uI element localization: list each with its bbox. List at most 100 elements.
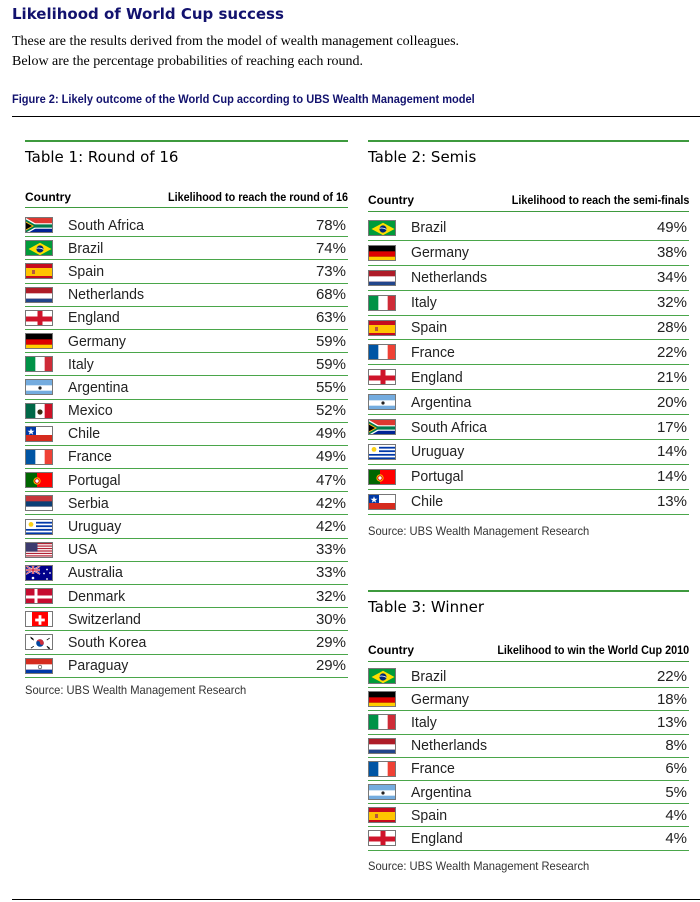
country-name: Germany [411, 690, 469, 708]
france-flag-icon [25, 448, 53, 465]
table-row: USA 33% [25, 539, 348, 562]
likelihood-value: 63% [315, 309, 346, 327]
serbia-flag-icon [25, 495, 53, 512]
header-likelihood: Likelihood to win the World Cup 2010 [497, 643, 689, 657]
country-name: England [68, 309, 120, 327]
spain-flag-icon [368, 807, 396, 824]
table-row: Spain 4% [368, 804, 689, 828]
intro-line: Below are the percentage probabilities o… [12, 54, 364, 69]
header-line [368, 211, 689, 212]
table-row: Brazil 74% [25, 237, 348, 261]
table-row: Netherlands 8% [368, 735, 689, 758]
header-country: Country [25, 190, 71, 204]
country-name: Italy [411, 713, 437, 731]
likelihood-value: 14% [656, 443, 687, 461]
table-row: Paraguay 29% [25, 655, 348, 678]
likelihood-value: 49% [656, 219, 687, 237]
country-name: Australia [68, 564, 123, 582]
uruguay-flag-icon [368, 443, 396, 460]
table-row: Italy 13% [368, 711, 689, 735]
south-africa-flag-icon [368, 419, 396, 436]
table-body: South Africa 78% Brazil 74% Spain 73% Netherla… [25, 214, 348, 678]
table-row: Brazil 49% [368, 216, 689, 241]
table-row: Spain 73% [25, 260, 348, 284]
likelihood-value: 13% [656, 713, 687, 731]
country-name: Portugal [411, 468, 464, 486]
england-flag-icon [368, 830, 396, 847]
switzerland-flag-icon [25, 611, 53, 628]
mexico-flag-icon [25, 402, 53, 419]
table-row: Netherlands 68% [25, 284, 348, 307]
argentina-flag-icon [368, 784, 396, 801]
italy-flag-icon [25, 356, 53, 373]
table-top-line [368, 590, 689, 592]
country-name: Serbia [68, 494, 109, 512]
country-name: Switzerland [68, 610, 141, 628]
header-likelihood: Likelihood to reach the round of 16 [167, 190, 348, 204]
table-row: Chile 49% [25, 423, 348, 446]
country-name: Uruguay [68, 518, 122, 536]
likelihood-value: 38% [656, 244, 687, 262]
uruguay-flag-icon [25, 518, 53, 535]
brazil-flag-icon [25, 240, 53, 257]
england-flag-icon [368, 369, 396, 386]
table-row: South Korea 29% [25, 631, 348, 655]
table-row: Germany 38% [368, 241, 689, 266]
likelihood-value: 13% [656, 493, 687, 511]
country-name: Netherlands [411, 737, 488, 755]
table-row: Argentina 55% [25, 376, 348, 400]
table-row: England 63% [25, 307, 348, 330]
table-row: Italy 59% [25, 353, 348, 377]
country-name: Argentina [68, 378, 129, 396]
likelihood-value: 29% [315, 633, 346, 651]
chile-flag-icon [368, 493, 396, 510]
country-name: Uruguay [411, 443, 465, 461]
country-name: Portugal [68, 471, 121, 489]
country-name: Germany [411, 244, 469, 262]
table-row: Netherlands 34% [368, 266, 689, 291]
table-row: South Africa 78% [25, 214, 348, 238]
table-row: South Africa 17% [368, 415, 689, 441]
likelihood-value: 49% [315, 425, 346, 443]
table-row: Uruguay 42% [25, 515, 348, 539]
table-row: England 4% [368, 827, 689, 851]
south-africa-flag-icon [25, 217, 53, 234]
likelihood-value: 32% [656, 294, 687, 312]
table-title: Table 2: Semis [368, 148, 477, 166]
likelihood-value: 34% [656, 269, 687, 287]
country-name: Argentina [411, 783, 472, 801]
country-name: Argentina [411, 393, 472, 411]
table-row: Brazil 22% [368, 665, 689, 689]
likelihood-value: 8% [665, 737, 687, 755]
country-name: Spain [68, 262, 105, 280]
likelihood-value: 33% [315, 541, 346, 559]
table-row: Uruguay 14% [368, 440, 689, 465]
bottom-rule [12, 899, 700, 900]
likelihood-value: 47% [315, 471, 346, 489]
likelihood-value: 5% [665, 783, 687, 801]
country-name: Brazil [411, 667, 447, 685]
intro-line: These are the results derived from the m… [12, 34, 460, 49]
south-korea-flag-icon [25, 634, 53, 651]
france-flag-icon [368, 344, 396, 361]
likelihood-value: 59% [315, 355, 346, 373]
table-title: Table 3: Winner [368, 598, 485, 616]
header-country: Country [368, 193, 414, 207]
likelihood-value: 22% [656, 343, 687, 361]
table-row: England 21% [368, 365, 689, 391]
denmark-flag-icon [25, 588, 53, 605]
table-row: Germany 18% [368, 688, 689, 712]
header-country: Country [368, 643, 414, 657]
spain-flag-icon [368, 319, 396, 336]
table-title: Table 1: Round of 16 [25, 148, 179, 166]
country-name: Chile [411, 493, 444, 511]
spain-flag-icon [25, 263, 53, 280]
table-row: Mexico 52% [25, 400, 348, 423]
chile-flag-icon [25, 425, 53, 442]
netherlands-flag-icon [368, 737, 396, 754]
country-name: Brazil [68, 239, 104, 257]
italy-flag-icon [368, 294, 396, 311]
top-rule [12, 116, 700, 117]
table-top-line [25, 140, 348, 142]
table-row: France 22% [368, 340, 689, 366]
